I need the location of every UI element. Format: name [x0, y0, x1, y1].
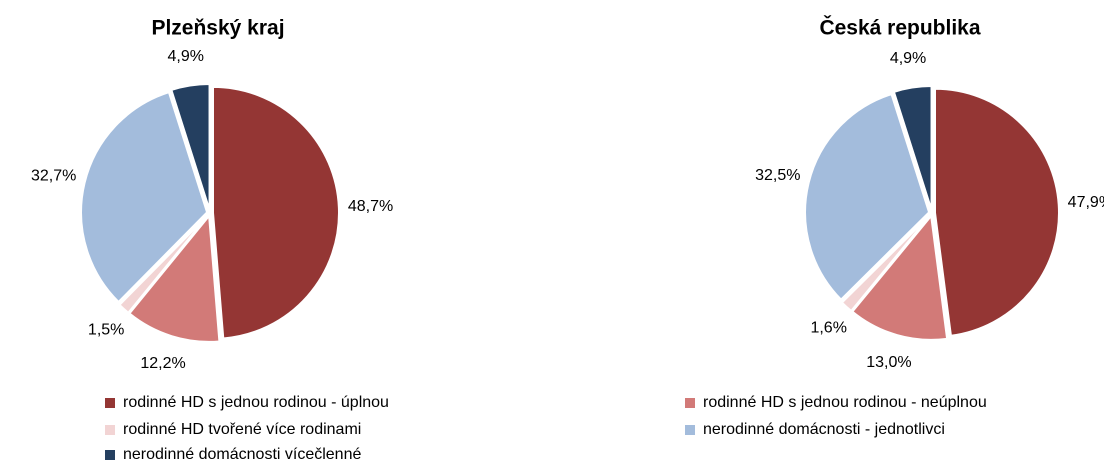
data-label: 1,5%	[88, 322, 124, 339]
pie-slice	[118, 214, 209, 315]
legend-label: rodinné HD tvořené více rodinami	[123, 421, 361, 438]
pie-slice	[850, 213, 949, 341]
pie-slice	[127, 213, 221, 343]
pie-slice	[840, 214, 931, 313]
legend-label: rodinné HD s jednou rodinou - neúplnou	[703, 394, 987, 411]
data-label: 47,9%	[1068, 194, 1104, 211]
legend-label: rodinné HD s jednou rodinou - úplnou	[123, 394, 389, 411]
legend-swatch	[105, 425, 115, 435]
pie-slice	[804, 92, 931, 302]
pie-slice	[933, 87, 1060, 337]
data-label: 48,7%	[348, 198, 393, 215]
data-label: 32,7%	[31, 167, 76, 184]
chart-title: Plzeňský kraj	[151, 17, 284, 40]
pie-slice	[892, 85, 933, 211]
legend-swatch	[105, 450, 115, 460]
data-label: 13,0%	[866, 354, 911, 371]
data-label: 12,2%	[140, 355, 185, 372]
legend-swatch	[105, 398, 115, 408]
data-label: 32,5%	[755, 167, 800, 184]
data-label: 4,9%	[168, 48, 204, 65]
legend-swatch	[685, 425, 695, 435]
legend-label: nerodinné domácnosti - jednotlivci	[703, 421, 945, 438]
pie-slice	[80, 90, 209, 304]
pie-slice	[211, 85, 340, 340]
data-label: 1,6%	[810, 320, 846, 337]
legend-label: nerodinné domácnosti vícečlenné	[123, 446, 361, 461]
legend-swatch	[685, 398, 695, 408]
data-label: 4,9%	[890, 50, 926, 67]
chart-title: Česká republika	[819, 16, 980, 40]
pie-slice	[170, 83, 211, 211]
